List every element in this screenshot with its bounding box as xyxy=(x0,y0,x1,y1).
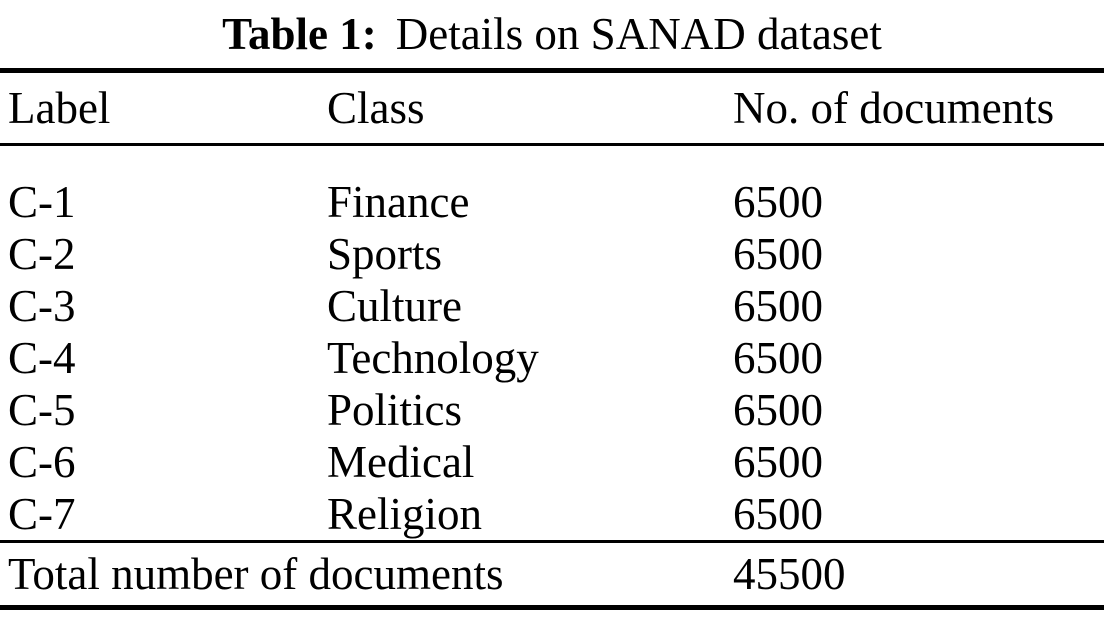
column-header-documents: No. of documents xyxy=(733,70,1104,146)
total-row: Total number of documents 45500 xyxy=(0,542,1104,608)
cell-label: C-3 xyxy=(8,280,76,331)
cell-documents: 6500 xyxy=(733,280,823,331)
total-value: 45500 xyxy=(733,548,846,599)
cell-label: C-5 xyxy=(8,384,76,435)
column-header-label: Label xyxy=(0,70,327,146)
table-caption-number: Table 1: xyxy=(222,8,377,59)
cell-label: C-4 xyxy=(8,332,76,383)
cell-label: C-7 xyxy=(0,488,327,543)
total-label: Total number of documents xyxy=(8,548,504,599)
table-caption-text: Details on SANAD dataset xyxy=(395,8,882,59)
cell-class: Sports xyxy=(327,228,443,279)
cell-documents: 6500 xyxy=(733,436,823,487)
cell-label: C-1 xyxy=(8,176,76,227)
cell-label: C-6 xyxy=(8,436,76,487)
table-row: C-7 Religion 6500 xyxy=(0,488,1104,543)
table-row: C-4 Technology 6500 xyxy=(0,332,1104,384)
cell-class: Politics xyxy=(327,384,463,435)
table-header: Label Class No. of documents xyxy=(0,70,1104,146)
cell-documents: 6500 xyxy=(733,488,1104,543)
cell-documents: 6500 xyxy=(733,176,823,227)
cell-documents: 6500 xyxy=(733,384,823,435)
cell-class: Technology xyxy=(327,332,539,383)
table-row: C-5 Politics 6500 xyxy=(0,384,1104,436)
header-row: Label Class No. of documents xyxy=(0,70,1104,146)
table-row: C-6 Medical 6500 xyxy=(0,436,1104,488)
cell-class: Finance xyxy=(327,176,470,227)
table-caption: Table 1: Details on SANAD dataset xyxy=(0,0,1104,68)
cell-class: Culture xyxy=(327,280,462,331)
cell-documents: 6500 xyxy=(733,228,823,279)
cell-class: Religion xyxy=(327,488,733,543)
cell-class: Medical xyxy=(327,436,475,487)
sanad-dataset-table: Label Class No. of documents C-1 Finance… xyxy=(0,68,1104,610)
table-row: C-1 Finance 6500 xyxy=(0,145,1104,229)
cell-documents: 6500 xyxy=(733,332,823,383)
table-row: C-2 Sports 6500 xyxy=(0,228,1104,280)
table-row: C-3 Culture 6500 xyxy=(0,280,1104,332)
table-body: C-1 Finance 6500 C-2 Sports 6500 C-3 Cul… xyxy=(0,145,1104,543)
cell-label: C-2 xyxy=(8,228,76,279)
column-header-class: Class xyxy=(327,70,733,146)
table-footer: Total number of documents 45500 xyxy=(0,542,1104,608)
